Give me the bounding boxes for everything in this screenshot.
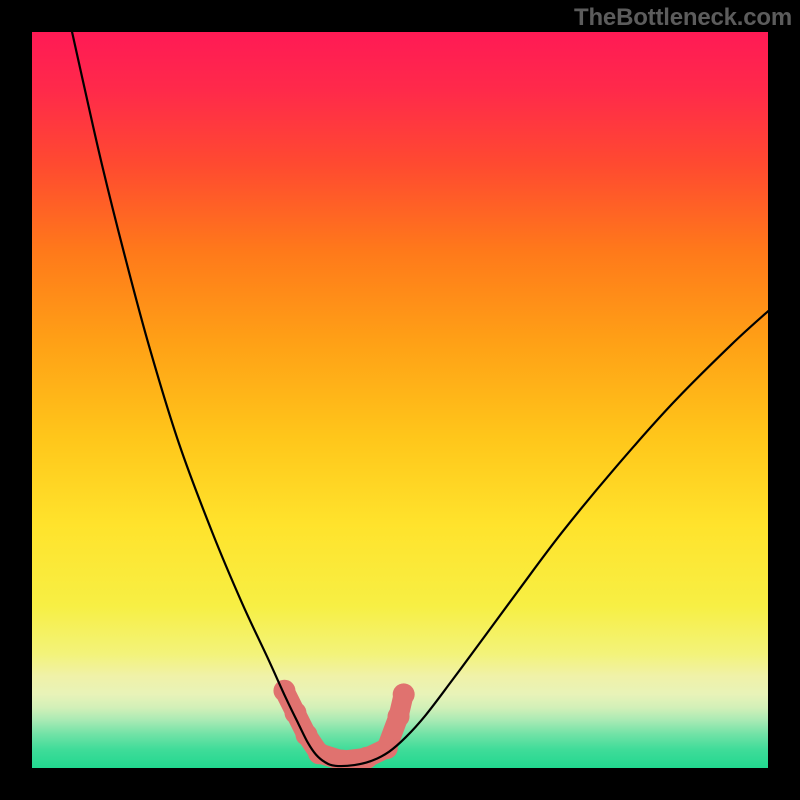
highlight-marker: [308, 742, 330, 764]
plot-gradient-background: [32, 32, 768, 768]
highlight-marker: [356, 747, 378, 769]
watermark-text: TheBottleneck.com: [574, 4, 792, 32]
bottleneck-curve-chart: [0, 0, 800, 800]
highlight-marker: [273, 680, 295, 702]
chart-frame: TheBottleneck.com: [0, 0, 800, 800]
highlight-marker: [388, 705, 410, 727]
highlight-marker: [393, 683, 415, 705]
highlight-marker: [284, 702, 306, 724]
